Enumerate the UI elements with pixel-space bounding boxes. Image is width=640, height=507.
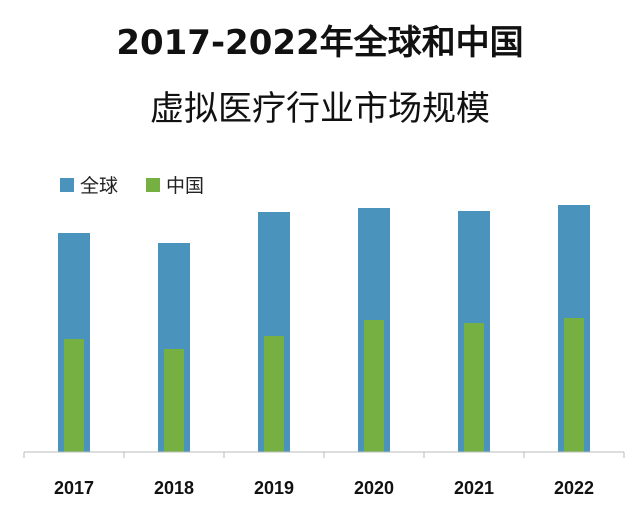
legend-label-global: 全球 <box>80 175 118 197</box>
legend-swatch-china <box>146 178 160 192</box>
bars <box>58 205 590 452</box>
x-tick-label-2018: 2018 <box>154 478 194 498</box>
x-tick-label-2020: 2020 <box>354 478 394 498</box>
bar-china-2020 <box>364 320 384 452</box>
legend-swatch-global <box>60 178 74 192</box>
x-tick-label-2019: 2019 <box>254 478 294 498</box>
chart-title-line-2: 虚拟医疗行业市场规模 <box>150 89 490 129</box>
chart-title-line-1: 2017-2022年全球和中国 <box>116 23 523 63</box>
bar-china-2021 <box>464 323 484 452</box>
bar-china-2022 <box>564 318 584 452</box>
x-tick-label-2017: 2017 <box>54 478 94 498</box>
legend: 全球 中国 <box>60 175 204 197</box>
bar-china-2019 <box>264 336 284 452</box>
x-tick-label-2022: 2022 <box>554 478 594 498</box>
legend-label-china: 中国 <box>166 175 204 197</box>
bar-china-2017 <box>64 339 84 452</box>
bar-china-2018 <box>164 349 184 452</box>
x-axis-ticks: 2017 2018 2019 2020 2021 2022 <box>23 452 625 498</box>
x-tick-label-2021: 2021 <box>454 478 494 498</box>
